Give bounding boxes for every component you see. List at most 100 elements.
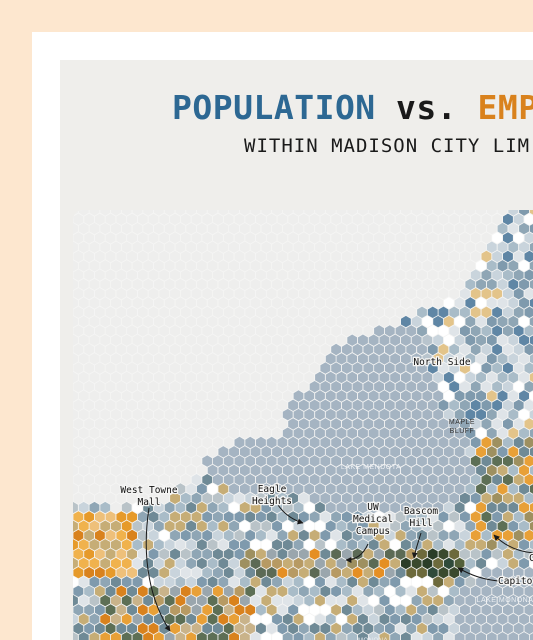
- hex-cell: [154, 371, 164, 384]
- hex-cell: [132, 446, 143, 458]
- hex-cell: [470, 567, 481, 579]
- hex-cell: [202, 288, 213, 300]
- hex-cell: [470, 306, 481, 318]
- hex-cell: [513, 362, 524, 374]
- hex-cell: [223, 250, 234, 263]
- hex-cell: [245, 492, 256, 504]
- hex-cell: [406, 362, 417, 374]
- hex-cell: [191, 343, 202, 356]
- hex-cell: [164, 557, 175, 570]
- hex-cell: [121, 446, 132, 458]
- hex-cell: [196, 315, 207, 328]
- hex-cell: [470, 455, 481, 467]
- hex-cell: [325, 613, 336, 625]
- hex-cell: [218, 539, 229, 551]
- hex-cell: [143, 408, 154, 421]
- hex-cell: [492, 567, 503, 579]
- hex-cell: [84, 548, 94, 560]
- hex-cell: [497, 446, 508, 458]
- hex-cell: [406, 529, 417, 542]
- hex-cell: [443, 539, 454, 551]
- hex-cell: [272, 539, 282, 551]
- hex-cell: [73, 353, 78, 365]
- hex-cell: [73, 529, 84, 542]
- hex-cell: [116, 604, 127, 616]
- hex-cell: [105, 455, 116, 467]
- hex-cell: [213, 269, 223, 281]
- hex-cell: [508, 334, 519, 346]
- hex-cell: [374, 232, 384, 244]
- hex-cell: [256, 306, 266, 318]
- hex-cell: [94, 585, 105, 597]
- hex-cell: [234, 306, 245, 318]
- hex-cell: [401, 278, 411, 291]
- hex-cell: [266, 436, 277, 449]
- hex-cell: [417, 511, 427, 523]
- hex-cell: [207, 576, 218, 588]
- hex-cell: [460, 511, 470, 523]
- hex-cell: [105, 418, 116, 430]
- hex-cell: [454, 576, 465, 588]
- hex-cell: [368, 501, 379, 514]
- hex-cell: [277, 343, 288, 356]
- hex-cell: [497, 632, 508, 640]
- hex-cell: [164, 613, 175, 625]
- hex-cell: [379, 427, 390, 439]
- hex-cell: [116, 548, 127, 560]
- hex-cell: [347, 632, 358, 640]
- hex-cell: [272, 483, 282, 495]
- hex-cell: [341, 585, 352, 597]
- hex-cell: [336, 446, 347, 458]
- hex-cell: [266, 511, 277, 523]
- hex-cell: [213, 474, 223, 486]
- hex-cell: [384, 418, 395, 430]
- hex-cell: [89, 315, 100, 328]
- hex-cell: [460, 232, 470, 244]
- hex-cell: [390, 464, 401, 477]
- hex-cell: [250, 427, 261, 439]
- hex-cell: [250, 539, 261, 551]
- hex-cell: [438, 288, 449, 300]
- hex-cell: [390, 297, 401, 309]
- hex-cell: [363, 250, 374, 263]
- hex-cell: [519, 315, 529, 328]
- hex-cell: [196, 390, 207, 402]
- hex-cell: [261, 501, 272, 514]
- hex-cell: [196, 446, 207, 458]
- hex-cell: [331, 232, 341, 244]
- hex-cell: [272, 222, 282, 235]
- hex-cell: [272, 632, 282, 640]
- hex-cell: [89, 576, 100, 588]
- hex-cell: [390, 501, 401, 514]
- hex-cell: [78, 353, 89, 365]
- hex-cell: [245, 604, 256, 616]
- hex-cell: [320, 288, 331, 300]
- hex-cell: [282, 390, 293, 402]
- hex-cell: [379, 222, 390, 235]
- hex-cell: [111, 576, 121, 588]
- hex-cell: [449, 306, 460, 318]
- hex-cell: [427, 399, 438, 411]
- hex-cell: [486, 315, 497, 328]
- hex-cell: [229, 520, 239, 532]
- hex-cell: [406, 306, 417, 318]
- hex-cell: [132, 483, 143, 495]
- hex-cell: [411, 539, 422, 551]
- hex-cell: [406, 381, 417, 393]
- hex-cell: [73, 613, 78, 625]
- hex-cell: [492, 604, 503, 616]
- hex-cell: [137, 343, 148, 356]
- hex-cell: [164, 632, 175, 640]
- hex-cell: [411, 520, 422, 532]
- hex-cell: [127, 269, 137, 281]
- hex-cell: [492, 585, 503, 597]
- hex-cell: [170, 511, 180, 523]
- hex-cell: [100, 557, 111, 570]
- hex-cell: [288, 399, 299, 411]
- hex-cell: [143, 241, 154, 253]
- hex-cell: [325, 539, 336, 551]
- hex-cell: [374, 250, 384, 263]
- hex-cell: [282, 576, 293, 588]
- hex-cell: [154, 557, 164, 570]
- hex-cell: [309, 399, 320, 411]
